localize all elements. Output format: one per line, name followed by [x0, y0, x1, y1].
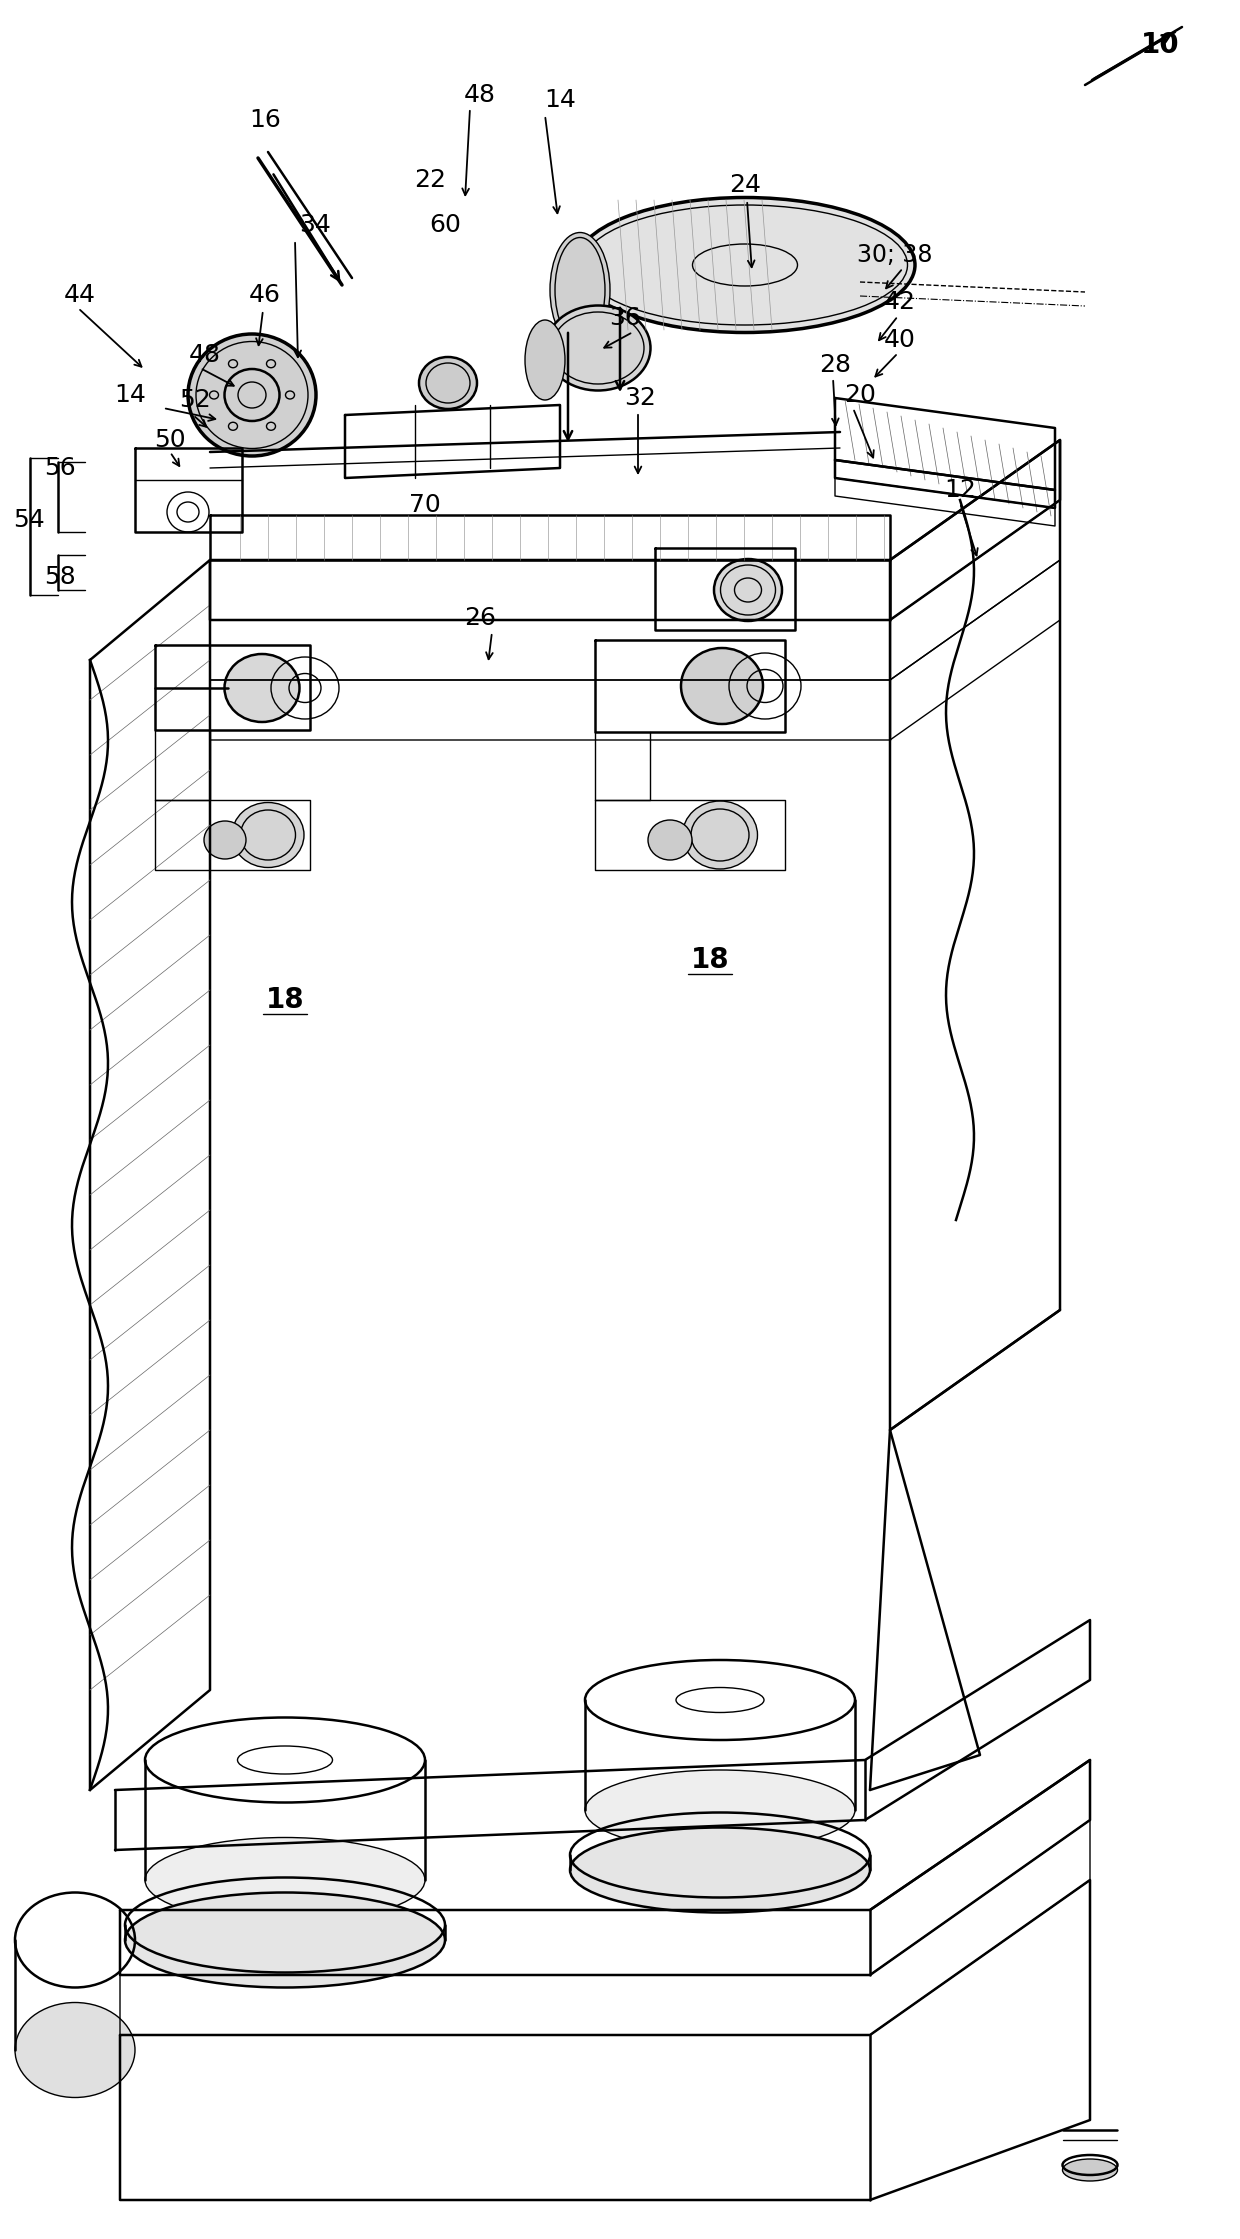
Ellipse shape	[419, 356, 477, 410]
Ellipse shape	[125, 1892, 445, 1988]
Text: 58: 58	[45, 564, 76, 589]
Text: 42: 42	[884, 291, 916, 313]
Ellipse shape	[585, 1771, 856, 1849]
Text: 22: 22	[414, 168, 446, 193]
Ellipse shape	[525, 320, 565, 401]
Ellipse shape	[570, 1827, 870, 1912]
Ellipse shape	[1063, 2158, 1117, 2181]
Text: 18: 18	[265, 985, 304, 1014]
Text: 48: 48	[188, 343, 221, 367]
Ellipse shape	[15, 2002, 135, 2098]
Text: 20: 20	[844, 383, 875, 407]
Text: 30; 38: 30; 38	[857, 244, 932, 266]
Ellipse shape	[681, 647, 763, 723]
Text: 36: 36	[609, 307, 641, 329]
Text: 40: 40	[884, 327, 916, 352]
Text: 24: 24	[729, 172, 761, 197]
Ellipse shape	[575, 197, 915, 334]
Text: 12: 12	[944, 477, 976, 502]
Text: 60: 60	[429, 213, 461, 237]
Ellipse shape	[551, 233, 610, 347]
Text: 32: 32	[624, 385, 656, 410]
Text: 10: 10	[1141, 31, 1179, 58]
Text: 14: 14	[114, 383, 146, 407]
Text: 56: 56	[45, 457, 76, 479]
Text: 70: 70	[409, 493, 441, 517]
Ellipse shape	[205, 822, 246, 860]
Text: 28: 28	[818, 354, 851, 376]
Text: 50: 50	[154, 428, 186, 452]
Ellipse shape	[682, 802, 758, 869]
Ellipse shape	[188, 334, 316, 457]
Ellipse shape	[546, 305, 651, 390]
Ellipse shape	[145, 1838, 425, 1923]
Ellipse shape	[649, 819, 692, 860]
Text: 54: 54	[14, 508, 45, 533]
Text: 34: 34	[299, 213, 331, 237]
Text: 44: 44	[64, 282, 95, 307]
Ellipse shape	[224, 654, 300, 721]
Text: 46: 46	[249, 282, 281, 307]
Text: 52: 52	[179, 387, 211, 412]
Text: 18: 18	[691, 947, 729, 974]
Text: 16: 16	[249, 107, 281, 132]
Ellipse shape	[714, 560, 782, 620]
Text: 48: 48	[464, 83, 496, 107]
Text: 26: 26	[464, 607, 496, 629]
Ellipse shape	[232, 802, 304, 866]
Text: 14: 14	[544, 87, 575, 112]
